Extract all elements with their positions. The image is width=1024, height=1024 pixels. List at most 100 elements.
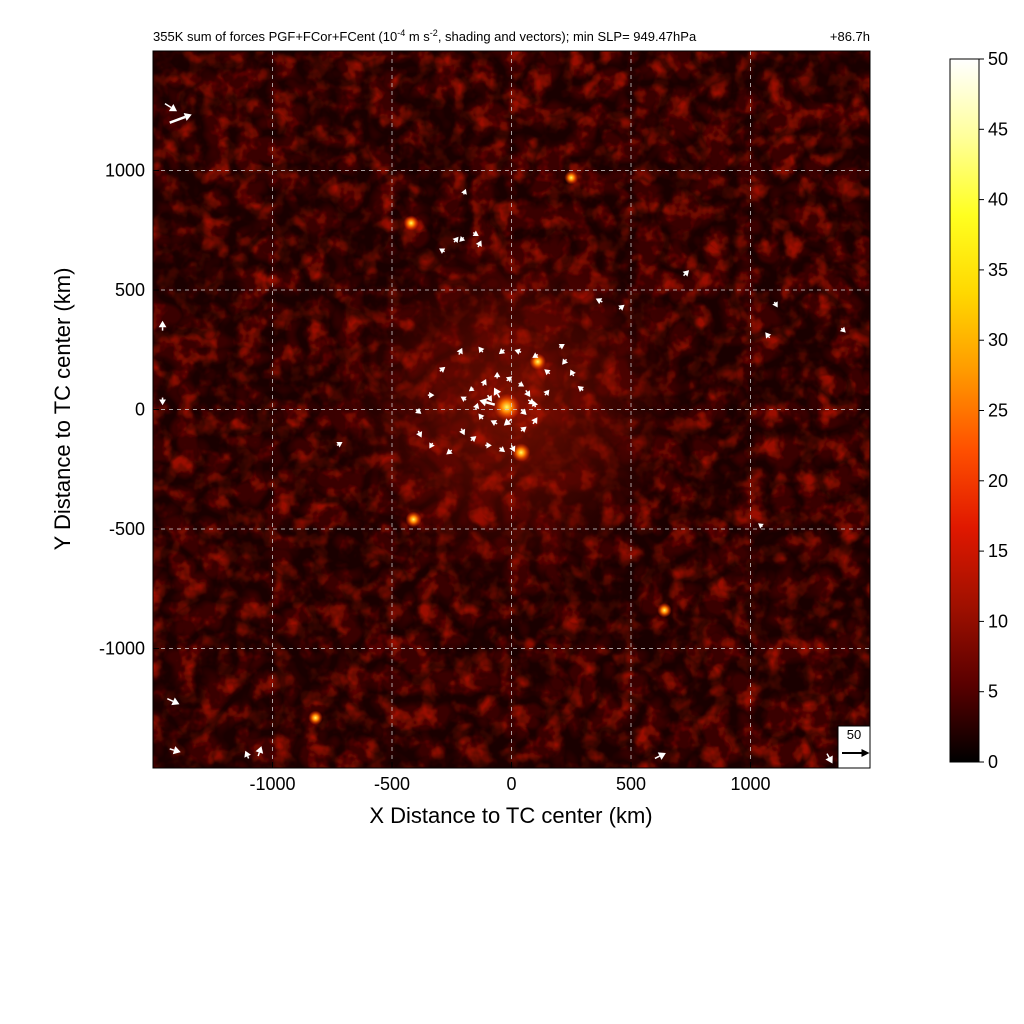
force-vector-shaft (477, 245, 480, 248)
force-vector-shaft (499, 447, 502, 450)
force-vector-shaft (169, 115, 186, 124)
force-vector (336, 442, 343, 448)
hotspot (405, 511, 422, 528)
force-vector-shaft (581, 388, 584, 391)
force-vector-head (618, 304, 625, 311)
force-vector-shaft (768, 336, 771, 339)
force-vector (452, 236, 459, 244)
force-vector-head (429, 391, 435, 399)
force-vector-head (765, 332, 772, 339)
force-vector (468, 385, 475, 392)
force-vector (169, 746, 181, 755)
force-vector-shaft (482, 383, 485, 386)
colorbar-tick-label: 0 (988, 752, 998, 772)
force-vector (438, 366, 446, 373)
force-vector-head (479, 398, 488, 407)
force-vector-head (255, 746, 264, 754)
force-vector (490, 420, 498, 427)
force-vector-shaft (496, 393, 501, 398)
force-vector-shaft (246, 755, 250, 759)
colorbar-ticks: 0 5 10 15 20 25 30 35 40 45 50 (979, 49, 1008, 772)
force-vector-head (459, 428, 466, 436)
force-vector (475, 240, 482, 248)
force-vector (461, 188, 467, 195)
force-vector (470, 436, 477, 443)
force-vector (520, 408, 527, 415)
force-vector (531, 400, 539, 408)
force-vector-head (429, 442, 435, 449)
colorbar-tick-label: 45 (988, 119, 1008, 139)
force-vector-shaft (495, 422, 498, 425)
force-vector-shaft (826, 753, 830, 758)
force-vector-head (493, 387, 502, 396)
force-vector (514, 348, 522, 355)
colorbar-tick-label: 25 (988, 401, 1008, 421)
force-vector-shaft (654, 755, 660, 760)
reference-box (837, 725, 871, 769)
force-vector-shaft (481, 417, 484, 420)
force-vector (493, 371, 501, 379)
force-vector-shaft (525, 389, 528, 393)
force-vector (472, 230, 479, 236)
force-vector (503, 418, 512, 426)
force-vector (498, 446, 506, 453)
force-vector (485, 442, 492, 449)
reference-vector-box: 50 (837, 725, 871, 769)
force-vector-head (498, 348, 506, 355)
force-vector-head (158, 320, 167, 328)
force-vector-head (172, 746, 181, 755)
force-vector-head (490, 420, 498, 427)
force-vector (478, 346, 485, 353)
force-vector-shaft (520, 429, 523, 432)
force-vector-head (493, 371, 501, 378)
force-vector (532, 352, 539, 358)
force-vectors (158, 102, 846, 764)
force-vector-head (825, 755, 833, 764)
force-vector-head (472, 230, 479, 236)
force-vector-head (183, 112, 192, 121)
force-vector-shaft (532, 421, 535, 425)
force-vector (825, 753, 833, 764)
force-vector-head (480, 379, 487, 386)
force-vector (479, 398, 496, 407)
force-vector-head (244, 750, 251, 758)
force-vector-shaft (464, 398, 467, 401)
hotspot (511, 443, 531, 462)
force-vector-head (485, 395, 492, 402)
force-vector (415, 407, 422, 414)
force-vector (544, 369, 551, 376)
force-vector (520, 426, 527, 433)
colorbar (950, 59, 979, 762)
force-vector-shaft (470, 438, 473, 442)
force-vector-head (460, 396, 467, 403)
force-vector (595, 298, 603, 305)
force-vector-head (478, 413, 485, 420)
force-vector (558, 344, 565, 350)
force-vector (577, 385, 585, 392)
hotspots (308, 170, 672, 726)
force-vector-shaft (544, 393, 547, 396)
force-vector-head (520, 408, 527, 415)
force-vector (460, 396, 467, 403)
force-vector-head (543, 389, 550, 396)
force-vector-shaft (548, 372, 551, 375)
force-vector (505, 376, 513, 383)
force-vector-shaft (618, 307, 621, 310)
y-tick-label: 1000 (105, 161, 145, 181)
force-vector-head (514, 348, 521, 355)
force-vector-shaft (506, 379, 509, 382)
force-vector-head (456, 347, 463, 355)
force-vector-head (839, 326, 846, 333)
force-vector-head (475, 240, 482, 247)
force-vector (427, 391, 435, 399)
force-vector (758, 523, 764, 529)
force-vector (167, 697, 180, 706)
force-vector (531, 417, 538, 425)
force-vector-head (772, 301, 778, 308)
force-vector-head (416, 431, 423, 438)
x-tick-label: -500 (374, 774, 410, 794)
colorbar-tick-label: 50 (988, 49, 1008, 69)
force-vector-head (682, 270, 690, 277)
reference-arrow-head (861, 749, 870, 757)
force-vector-head (415, 407, 422, 414)
